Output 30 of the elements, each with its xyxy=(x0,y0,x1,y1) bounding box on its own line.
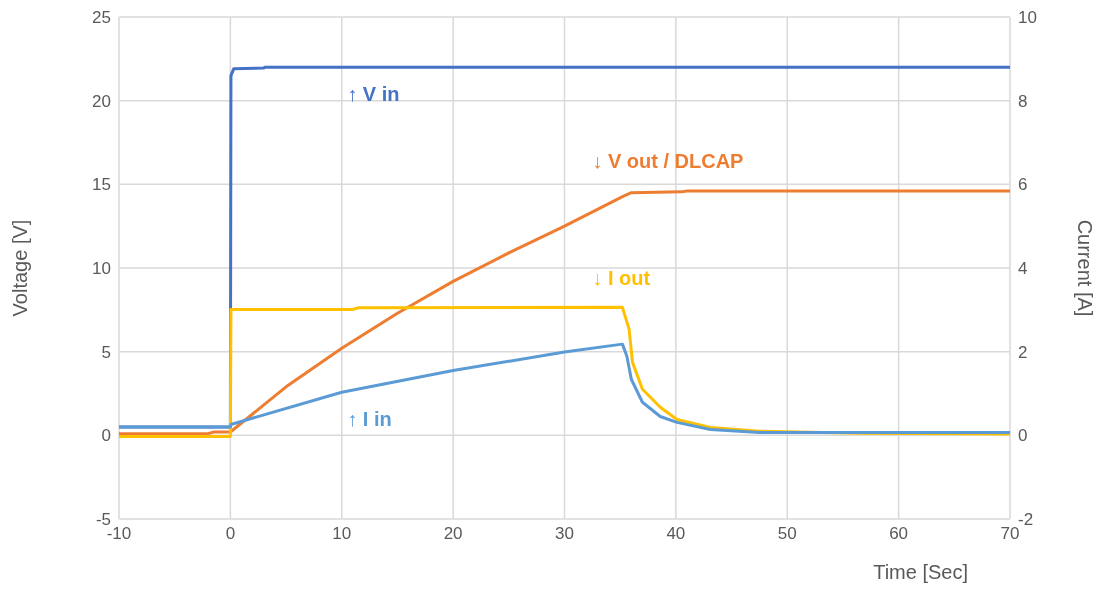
line-series xyxy=(119,342,1010,434)
x-tick-label: 70 xyxy=(1000,524,1020,544)
y-tick-label: 10 xyxy=(92,259,111,279)
y2-tick-label: 8 xyxy=(1018,91,1028,111)
series-label: ↑ I in xyxy=(347,407,392,430)
x-tick-label: 60 xyxy=(889,524,909,544)
series-label: ↑ V in xyxy=(347,82,400,105)
series-label: ↓ I out xyxy=(592,266,651,289)
y2-tick-label: 2 xyxy=(1018,342,1028,362)
y2-tick-label: 10 xyxy=(1018,8,1037,28)
y-tick-label: 15 xyxy=(92,175,111,195)
y2-axis-title: Current [A] xyxy=(1073,219,1096,317)
x-tick-label: 40 xyxy=(666,524,686,544)
y-tick-label: 25 xyxy=(92,8,111,28)
y-tick-label: 5 xyxy=(101,342,111,362)
x-tick-label: 30 xyxy=(555,524,574,544)
y2-tick-label: 4 xyxy=(1018,259,1028,279)
x-tick-label: 50 xyxy=(777,524,797,544)
y-tick-label: 0 xyxy=(101,426,111,446)
x-tick-label: 10 xyxy=(332,524,352,544)
y-tick-label: 20 xyxy=(92,91,111,111)
series-label: ↓ V out / DLCAP xyxy=(592,149,744,172)
y2-tick-label: 0 xyxy=(1018,426,1028,446)
x-axis-title: Time [Sec] xyxy=(873,561,968,583)
y2-tick-label: -2 xyxy=(1018,510,1034,530)
x-tick-label: 0 xyxy=(225,524,236,544)
line-series xyxy=(119,189,1010,436)
y2-tick-label: 6 xyxy=(1018,175,1028,195)
x-tick-label: 20 xyxy=(443,524,463,544)
y-axis-title: Voltage [V] xyxy=(9,219,32,317)
